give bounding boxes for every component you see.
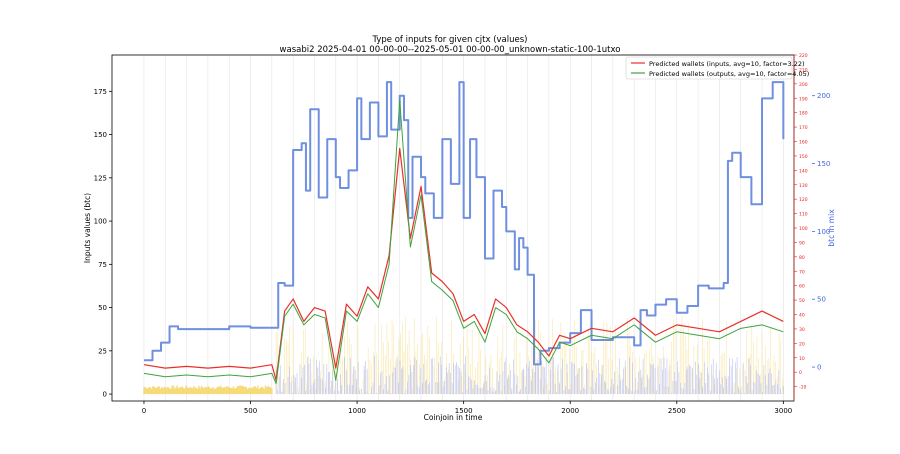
y2-tick-label: 100 xyxy=(817,228,830,236)
y-axis-label: Inputs values (btc) xyxy=(83,193,92,263)
y-tick-label: 0 xyxy=(103,391,107,399)
x-axis-label: Coinjoin in time xyxy=(424,413,483,422)
y3-tick-label: 210 xyxy=(799,67,808,73)
x-tick-label: 0 xyxy=(142,407,146,415)
y3-tick-label: 180 xyxy=(799,111,808,117)
y3-tick-label: 160 xyxy=(799,140,808,146)
y2-tick-label: 200 xyxy=(817,92,830,100)
y3-tick-label: 70 xyxy=(799,269,805,275)
y3-tick-label: 20 xyxy=(799,341,805,347)
y-axis-left: 0 25 50 75 100 125 150 175 xyxy=(94,88,112,399)
y3-tick-label: 90 xyxy=(799,240,805,246)
plot-area xyxy=(112,55,794,401)
bar-layer xyxy=(143,316,784,395)
y3-tick-label: 30 xyxy=(799,327,805,333)
y3-tick-label: 190 xyxy=(799,96,808,102)
legend-label-outputs: Predicted wallets (outputs, avg=10, fact… xyxy=(649,70,809,78)
y3-tick-label: 80 xyxy=(799,255,805,261)
y3-tick-label: 40 xyxy=(799,313,805,319)
y-tick-label: 50 xyxy=(98,304,107,312)
y3-tick-label: 130 xyxy=(799,183,808,189)
y-tick-label: 75 xyxy=(98,261,107,269)
x-tick-label: 3000 xyxy=(774,407,792,415)
legend: Predicted wallets (inputs, avg=10, facto… xyxy=(625,56,809,80)
x-axis: 0 500 1000 1500 2000 2500 3000 xyxy=(142,401,792,415)
y2-tick-label: 0 xyxy=(817,364,821,372)
series-line-inputs xyxy=(143,147,784,381)
y3-tick-label: 120 xyxy=(799,197,808,203)
y-tick-label: 100 xyxy=(94,218,107,226)
y-axis-right-red: -10 0 10 20 30 40 50 60 70 80 90 100 110 120 130 140 150… xyxy=(793,53,808,401)
series-layer xyxy=(143,81,785,385)
legend-box xyxy=(625,56,793,80)
y3-tick-label: 60 xyxy=(799,284,805,290)
y3-tick-label: 100 xyxy=(799,226,808,232)
y-tick-label: 175 xyxy=(94,88,107,96)
y-tick-label: 150 xyxy=(94,131,107,139)
x-tick-label: 500 xyxy=(244,407,257,415)
x-tick-label: 1000 xyxy=(348,407,366,415)
y3-tick-label: 170 xyxy=(799,125,808,131)
y3-tick-label: 220 xyxy=(799,53,808,59)
y-tick-label: 25 xyxy=(98,347,107,355)
y2-tick-label: 150 xyxy=(817,160,830,168)
legend-label-inputs: Predicted wallets (inputs, avg=10, facto… xyxy=(649,60,805,68)
y3-tick-label: 140 xyxy=(799,168,808,174)
y3-tick-label: 110 xyxy=(799,212,808,218)
x-tick-label: 1500 xyxy=(455,407,473,415)
y2-tick-label: 50 xyxy=(817,296,826,304)
series-line-outputs xyxy=(143,99,784,385)
y3-tick-label: 10 xyxy=(799,356,805,362)
chart-title: Type of inputs for given cjtx (values) xyxy=(372,35,528,45)
y2-axis-label: btc in mix xyxy=(827,209,836,247)
y3-tick-label: 0 xyxy=(799,370,802,376)
y3-tick-label: 200 xyxy=(799,82,808,88)
chart-subtitle: wasabi2 2025-04-01 00-00-00--2025-05-01 … xyxy=(280,45,621,55)
series-line-mix xyxy=(143,81,785,366)
y-axis-right-blue: 0 50 100 150 200 xyxy=(812,92,830,372)
y3-tick-label: 50 xyxy=(799,298,805,304)
x-tick-label: 2000 xyxy=(561,407,579,415)
y-tick-label: 125 xyxy=(94,174,107,182)
y3-tick-label: -10 xyxy=(799,385,806,391)
x-tick-label: 2500 xyxy=(668,407,686,415)
y3-tick-label: 150 xyxy=(799,154,808,160)
